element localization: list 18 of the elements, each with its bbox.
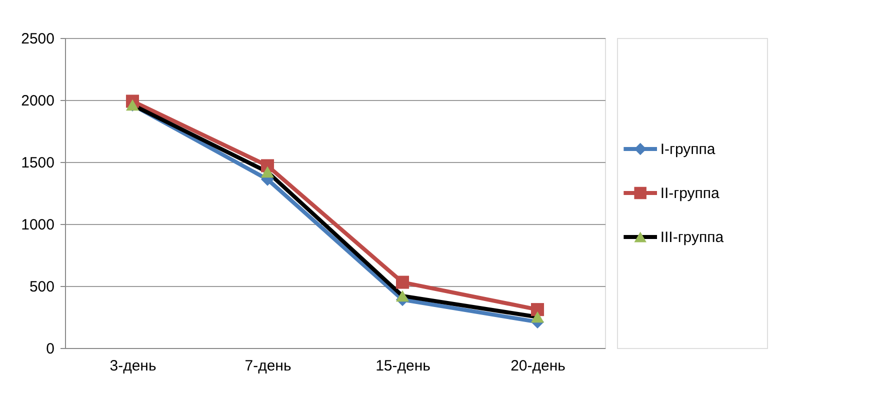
x-tick-label: 20-день bbox=[510, 358, 566, 374]
legend-label: II-группа bbox=[660, 185, 720, 202]
x-tick-label: 7-день bbox=[244, 358, 292, 374]
y-tick-label: 0 bbox=[46, 340, 54, 358]
point bbox=[396, 276, 410, 289]
y-tick-label: 1000 bbox=[21, 216, 54, 234]
legend-label: I-группа bbox=[660, 141, 716, 158]
y-tick-label: 1500 bbox=[21, 154, 54, 172]
y-tick-label: 500 bbox=[29, 278, 54, 296]
x-tick-label: 15-день bbox=[376, 358, 431, 374]
y-tick-label: 2500 bbox=[21, 30, 54, 48]
point bbox=[530, 303, 544, 316]
point bbox=[530, 311, 544, 323]
legend-label: III-группа bbox=[660, 229, 724, 246]
point bbox=[396, 290, 410, 302]
x-tick-label: 3-день bbox=[110, 358, 156, 374]
point bbox=[260, 166, 274, 178]
y-tick-label: 2000 bbox=[21, 92, 54, 110]
